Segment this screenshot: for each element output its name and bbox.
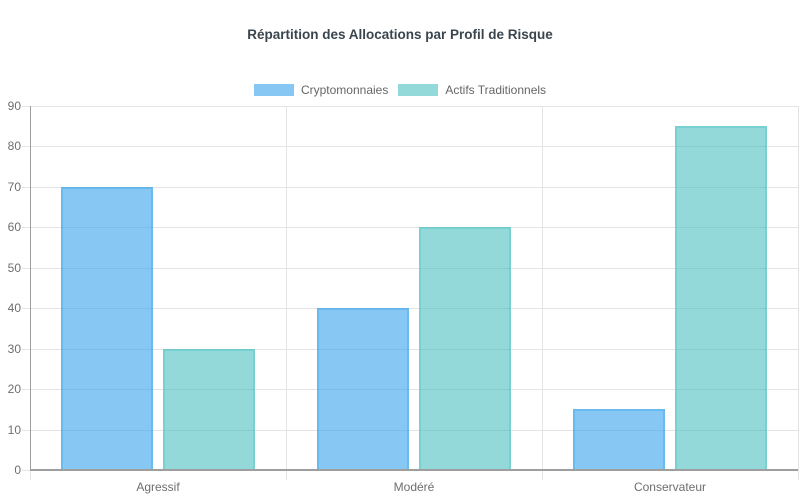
bar-actifs-traditionnels-conservateur[interactable] — [675, 126, 767, 470]
gridline-horizontal — [30, 227, 798, 229]
y-axis-tick — [22, 146, 30, 148]
y-axis-tick-label: 0 — [14, 463, 21, 477]
x-axis-line — [30, 469, 798, 471]
gridline-horizontal — [30, 186, 798, 188]
y-axis-tick — [22, 348, 30, 350]
x-axis-tick — [542, 470, 543, 480]
y-axis-tick-label: 30 — [7, 341, 21, 356]
legend-label: Cryptomonnaies — [300, 83, 389, 97]
x-axis-category-label: Agressif — [136, 480, 180, 494]
chart-title: Répartition des Allocations par Profil d… — [247, 27, 553, 42]
x-axis-tick — [798, 470, 799, 480]
gridline-horizontal — [30, 146, 798, 148]
legend-item-cryptomonnaies[interactable]: Cryptomonnaies — [253, 83, 389, 97]
gridline-horizontal — [30, 389, 798, 391]
y-axis-tick — [22, 267, 30, 269]
x-axis-tick — [30, 470, 31, 480]
bar-cryptomonnaies-conservateur[interactable] — [573, 409, 665, 470]
legend-label: Actifs Traditionnels — [445, 83, 547, 97]
y-axis-tick — [22, 106, 30, 107]
y-axis-line — [30, 106, 31, 470]
bar-actifs-traditionnels-modere[interactable] — [419, 227, 511, 470]
gridline-horizontal — [30, 348, 798, 350]
gridline-horizontal — [30, 106, 798, 107]
y-axis-tick — [22, 470, 30, 471]
y-axis-tick-label: 20 — [7, 382, 21, 397]
gridline-horizontal — [30, 308, 798, 310]
bar-cryptomonnaies-modere[interactable] — [317, 308, 409, 470]
y-axis-tick-label: 60 — [7, 220, 21, 235]
bar-cryptomonnaies-agressif[interactable] — [61, 186, 153, 470]
gridline-horizontal — [30, 429, 798, 431]
x-axis-tick — [286, 470, 287, 480]
y-axis-tick-label: 50 — [7, 260, 21, 275]
y-axis-tick — [22, 308, 30, 310]
y-axis-tick-label: 70 — [7, 179, 21, 194]
y-axis-tick-label: 90 — [7, 99, 21, 113]
legend-item-actifs-traditionnels[interactable]: Actifs Traditionnels — [398, 83, 546, 97]
y-axis-tick — [22, 389, 30, 391]
y-axis-tick — [22, 186, 30, 188]
y-axis-tick-label: 80 — [7, 139, 21, 154]
y-axis-tick-label: 10 — [7, 422, 21, 437]
gridline-vertical — [286, 106, 287, 470]
y-axis-tick — [22, 227, 30, 229]
gridline-vertical — [542, 106, 543, 470]
y-axis-tick-label: 40 — [7, 301, 21, 316]
legend-swatch-actifs-traditionnels — [398, 84, 439, 96]
x-axis-category-label: Modéré — [393, 480, 435, 494]
legend: Cryptomonnaies Actifs Traditionnels — [0, 83, 800, 97]
x-axis-category-label: Conservateur — [633, 480, 707, 494]
gridline-vertical — [798, 106, 799, 470]
bar-actifs-traditionnels-agressif[interactable] — [163, 348, 255, 470]
gridline-horizontal — [30, 267, 798, 269]
legend-swatch-cryptomonnaies — [253, 84, 294, 96]
y-axis-tick — [22, 429, 30, 431]
